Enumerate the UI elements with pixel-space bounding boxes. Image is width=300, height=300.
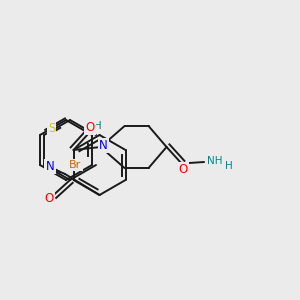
- Text: S: S: [48, 122, 55, 136]
- Text: O: O: [85, 121, 95, 134]
- Text: H: H: [225, 160, 232, 171]
- Text: NH: NH: [207, 155, 222, 166]
- Text: NH: NH: [86, 121, 103, 131]
- Text: N: N: [99, 139, 108, 152]
- Text: O: O: [44, 191, 54, 205]
- Text: Br: Br: [69, 160, 82, 170]
- Text: O: O: [178, 163, 188, 176]
- Text: N: N: [46, 160, 54, 173]
